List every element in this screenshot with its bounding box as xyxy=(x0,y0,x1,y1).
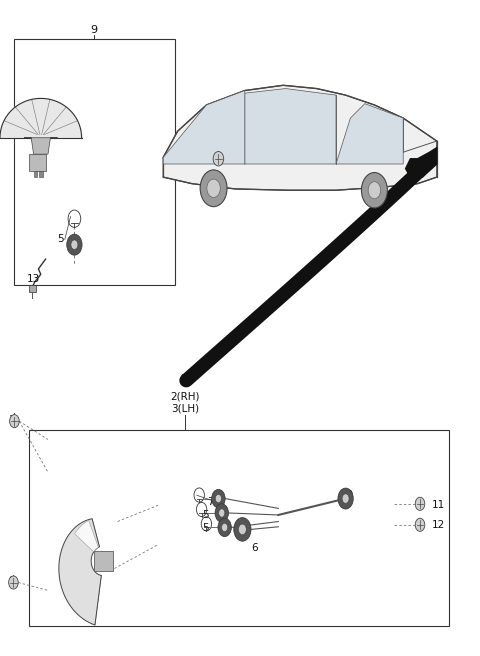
Polygon shape xyxy=(163,85,437,190)
Circle shape xyxy=(216,495,221,502)
Text: 8: 8 xyxy=(9,575,15,586)
Polygon shape xyxy=(336,104,403,164)
Text: 7: 7 xyxy=(207,497,214,507)
Polygon shape xyxy=(94,551,113,571)
Text: 3(LH): 3(LH) xyxy=(171,403,199,413)
Circle shape xyxy=(342,494,349,503)
Text: 9: 9 xyxy=(90,24,97,35)
Polygon shape xyxy=(163,91,245,164)
Text: 10: 10 xyxy=(341,490,354,501)
Circle shape xyxy=(415,497,425,510)
Polygon shape xyxy=(75,520,98,552)
Text: 11: 11 xyxy=(432,500,445,510)
Circle shape xyxy=(239,524,246,535)
Circle shape xyxy=(9,576,18,589)
Polygon shape xyxy=(245,89,336,164)
Text: 6: 6 xyxy=(251,543,258,553)
Circle shape xyxy=(213,152,224,166)
Circle shape xyxy=(207,179,220,197)
Circle shape xyxy=(215,504,228,522)
Polygon shape xyxy=(34,171,37,177)
Text: 1: 1 xyxy=(9,415,15,425)
Polygon shape xyxy=(406,148,437,177)
Polygon shape xyxy=(0,98,82,138)
Circle shape xyxy=(338,488,353,509)
Text: 5: 5 xyxy=(57,234,63,245)
Circle shape xyxy=(368,182,381,199)
Circle shape xyxy=(71,240,78,249)
Circle shape xyxy=(212,489,225,508)
Circle shape xyxy=(222,523,228,531)
Polygon shape xyxy=(59,519,101,625)
Polygon shape xyxy=(29,285,36,292)
Text: 5: 5 xyxy=(202,523,209,533)
Bar xyxy=(14,39,175,285)
Circle shape xyxy=(361,173,387,208)
Circle shape xyxy=(10,415,19,428)
Polygon shape xyxy=(39,171,43,177)
Polygon shape xyxy=(29,154,46,171)
Circle shape xyxy=(234,518,251,541)
Circle shape xyxy=(200,170,227,207)
Text: 13: 13 xyxy=(26,274,40,284)
Text: 2(RH): 2(RH) xyxy=(170,392,200,402)
Circle shape xyxy=(67,234,82,255)
Text: 4: 4 xyxy=(210,142,217,153)
Circle shape xyxy=(415,518,425,531)
Text: 5: 5 xyxy=(202,510,209,520)
Text: 12: 12 xyxy=(432,520,445,530)
Polygon shape xyxy=(24,138,58,154)
Bar xyxy=(29,430,449,626)
Circle shape xyxy=(219,509,225,517)
Circle shape xyxy=(218,518,231,537)
